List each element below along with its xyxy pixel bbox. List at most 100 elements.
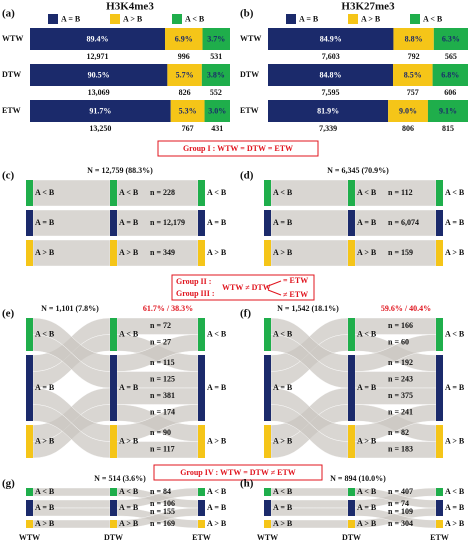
node-label: A < B [35, 487, 55, 496]
count-label: 606 [444, 88, 456, 97]
bar-segment [393, 28, 434, 50]
node [264, 240, 271, 266]
row-label: ETW [240, 106, 259, 115]
flow-label: n = 12,179 [150, 218, 185, 227]
row-label: ETW [2, 106, 21, 115]
count-label: 12,971 [87, 52, 109, 61]
legend-label: A < B [423, 14, 443, 23]
node-label: A < B [35, 329, 55, 338]
axis-label: DTW [104, 533, 123, 542]
node [26, 488, 33, 496]
panel-label: (b) [240, 8, 254, 20]
node-label: A > B [357, 436, 377, 445]
node [264, 500, 271, 516]
node-label: A < B [119, 188, 139, 197]
flow-label: n = 112 [388, 188, 413, 197]
bar-segment [30, 64, 168, 86]
node [110, 180, 117, 206]
flow-label: n = 115 [150, 358, 175, 367]
node-label: A = B [445, 218, 465, 227]
group-box [153, 464, 323, 481]
panel-label: (f) [240, 308, 251, 320]
node [110, 210, 117, 236]
row-label: WTW [240, 34, 261, 43]
node [110, 355, 117, 421]
flow-label: n = 106 [150, 499, 175, 508]
value-label: 8.5% [404, 70, 422, 79]
node-label: A = B [207, 383, 227, 392]
flow-label: n = 192 [388, 358, 413, 367]
panel-label: (a) [2, 8, 15, 20]
row-label: DTW [240, 70, 259, 79]
node [264, 318, 271, 351]
node-label: A < B [357, 329, 377, 338]
count-label: 806 [402, 124, 414, 133]
value-label: 8.8% [405, 34, 423, 43]
node-label: A = B [445, 503, 465, 512]
node-label: A = B [35, 218, 55, 227]
n-total: N = 6,345 (70.9%) [327, 166, 389, 175]
flow-label: n = 375 [388, 391, 413, 400]
bar-segment [388, 100, 428, 122]
node [26, 425, 33, 458]
node-label: A > B [445, 519, 465, 528]
node-label: A > B [207, 248, 227, 257]
node-label: A < B [207, 487, 227, 496]
node-label: A > B [119, 436, 139, 445]
node [348, 520, 355, 528]
node-label: A = B [119, 218, 139, 227]
split-label: 61.7% / 38.3% [143, 304, 193, 313]
value-label: 81.9% [317, 106, 339, 115]
node [110, 240, 117, 266]
node-label: A > B [35, 248, 55, 257]
axis-label: DTW [342, 533, 361, 542]
count-label: 7,603 [322, 52, 340, 61]
bar-segment [427, 100, 468, 122]
node-label: A > B [445, 436, 465, 445]
row-label: WTW [2, 34, 23, 43]
legend-swatch [48, 14, 58, 24]
node [264, 488, 271, 496]
node [110, 425, 117, 458]
node-label: A > B [357, 519, 377, 528]
flow-label: n = 159 [388, 248, 413, 257]
node-label: A < B [445, 188, 465, 197]
node [110, 488, 117, 496]
node-label: A < B [357, 188, 377, 197]
node-label: A > B [273, 519, 293, 528]
node [436, 488, 443, 496]
value-label: 6.9% [175, 34, 193, 43]
axis-label: ETW [430, 533, 449, 542]
node-label: A < B [445, 487, 465, 496]
node-label: A > B [207, 519, 227, 528]
bar-segment [268, 28, 394, 50]
node-label: A < B [207, 329, 227, 338]
node [198, 180, 205, 206]
group-label: Group I : WTW = DTW = ETW [183, 144, 293, 153]
node [26, 318, 33, 351]
row-label: DTW [2, 70, 21, 79]
value-label: 84.8% [320, 70, 342, 79]
legend-label: A < B [185, 14, 205, 23]
arrow [267, 289, 282, 296]
group-box [157, 140, 319, 157]
count-label: 996 [178, 52, 190, 61]
value-label: 9.0% [399, 106, 417, 115]
node [436, 318, 443, 351]
node [436, 180, 443, 206]
legend-swatch [410, 14, 420, 24]
node [348, 355, 355, 421]
flow-label: n = 27 [150, 338, 171, 347]
panel-label: (h) [240, 478, 254, 490]
legend-swatch [286, 14, 296, 24]
flow-label: n = 166 [388, 321, 413, 330]
node [110, 520, 117, 528]
value-label: 5.3% [179, 106, 197, 115]
flow-label: n = 155 [150, 507, 175, 516]
count-label: 7,339 [319, 124, 337, 133]
node-label: A > B [119, 519, 139, 528]
group-condition: WTW ≠ DTW [222, 283, 271, 292]
node-label: A > B [35, 519, 55, 528]
value-label: 84.9% [320, 34, 342, 43]
